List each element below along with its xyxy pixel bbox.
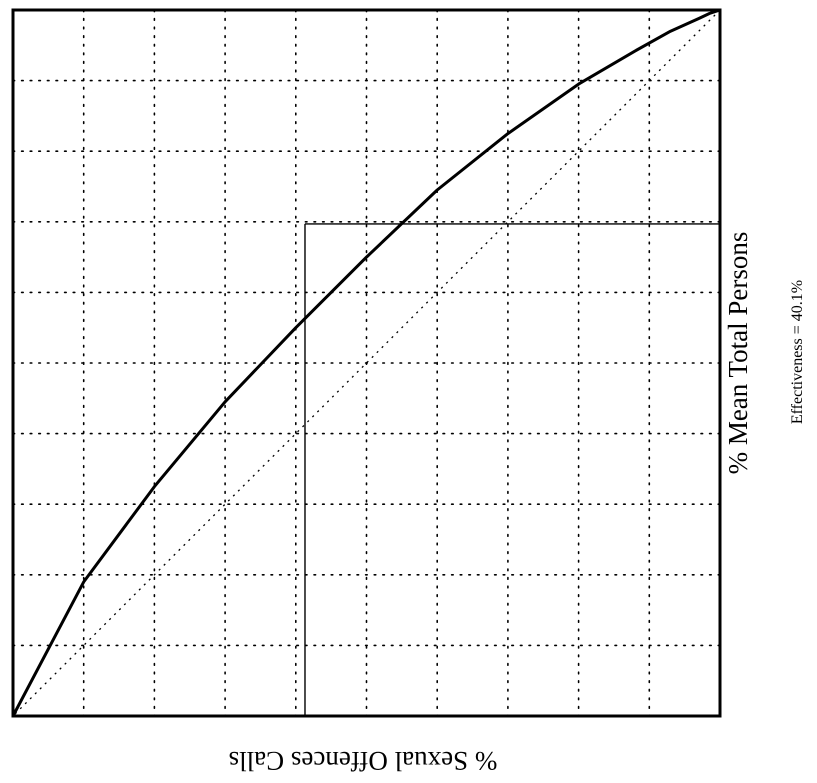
reference-layer <box>304 223 720 716</box>
series-line <box>11 8 721 717</box>
y-axis-label: % Mean Total Persons <box>723 232 753 475</box>
series-layer <box>11 8 721 717</box>
grid <box>12 9 721 717</box>
x-axis-label: % Sexual Offences Calls <box>229 746 498 776</box>
effectiveness-annotation: Effectiveness = 40.1% <box>789 280 806 424</box>
plot-frame <box>11 8 722 718</box>
